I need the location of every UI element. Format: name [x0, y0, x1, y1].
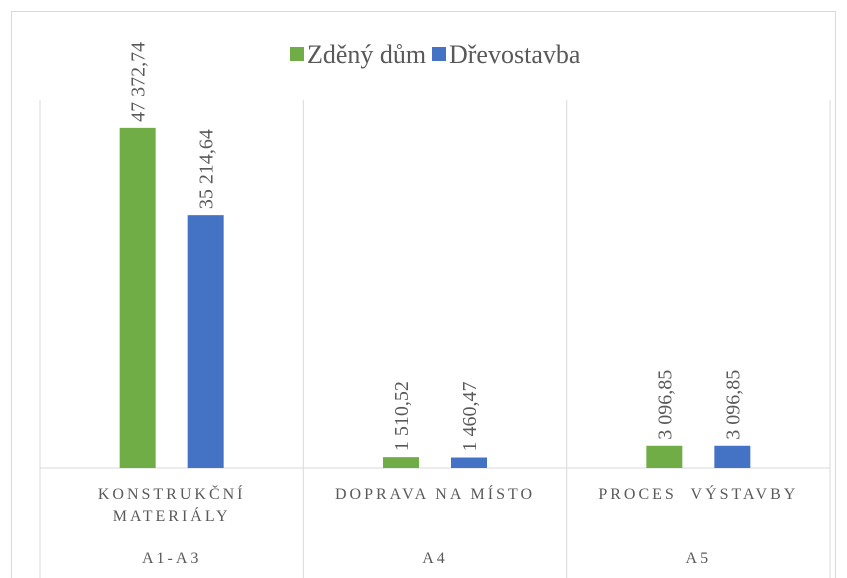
bar	[714, 445, 751, 468]
legend-swatch	[290, 47, 304, 61]
x-tick-label: PROCES VÝSTAVBY	[598, 486, 799, 503]
x-tick-label: KONSTRUKČNÍ MATERIÁLY	[97, 486, 246, 525]
data-label: 3 096,85	[722, 370, 744, 440]
group-label: A1-A3	[141, 550, 202, 567]
bar	[383, 457, 419, 468]
group-label: A5	[685, 550, 712, 567]
bar	[187, 215, 224, 468]
data-label: 3 096,85	[654, 370, 676, 440]
group-label: A4	[422, 550, 448, 567]
x-tick-label: DOPRAVA NA MÍSTO	[334, 486, 536, 503]
legend-swatch	[432, 47, 446, 61]
data-label: 47 372,74	[128, 42, 150, 122]
chart-border	[11, 11, 836, 578]
data-label: 35 214,64	[196, 129, 218, 209]
legend-label: Zděný dům	[307, 40, 426, 69]
data-label: 1 460,47	[459, 382, 481, 452]
data-label: 1 510,52	[391, 381, 413, 451]
bar	[119, 127, 156, 469]
bar	[646, 445, 683, 468]
bar	[451, 457, 487, 468]
legend-label: Dřevostavba	[449, 40, 581, 69]
